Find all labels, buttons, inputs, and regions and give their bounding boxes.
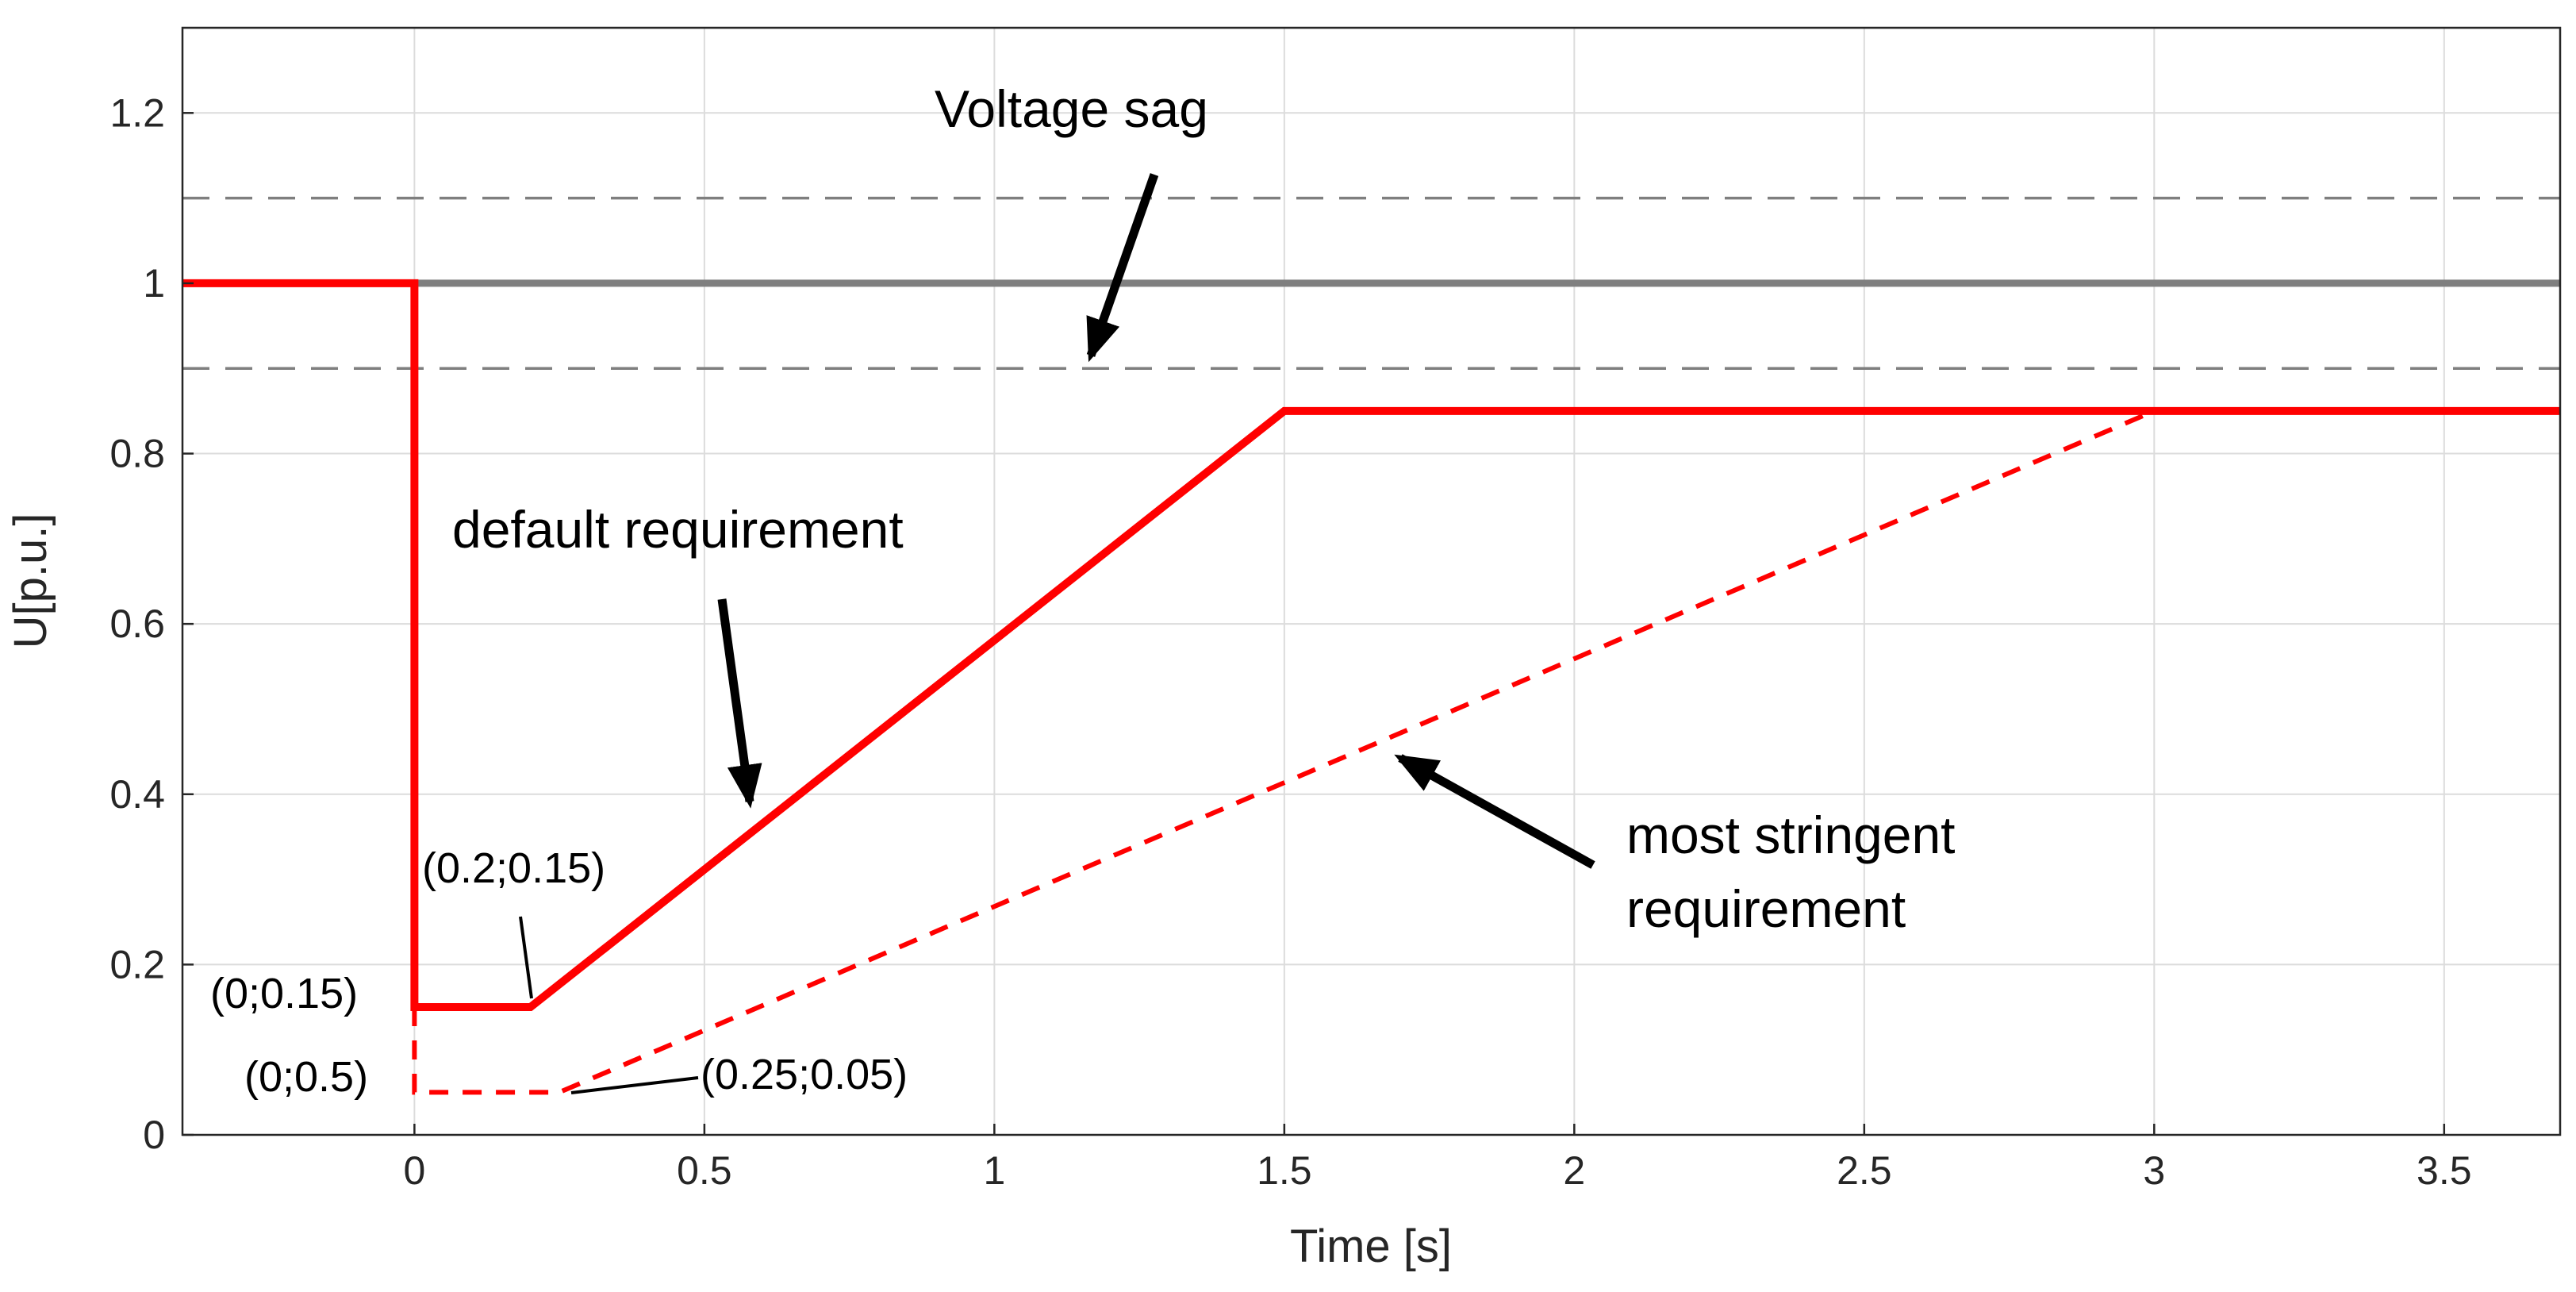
most-stringent-requirement-label-line2: requirement xyxy=(1626,879,1906,938)
x-tick-label: 0 xyxy=(403,1148,425,1193)
point-label-025-005: (0.25;0.05) xyxy=(701,1051,908,1098)
plot-area xyxy=(182,28,2560,1135)
default-requirement-label: default requirement xyxy=(452,500,904,559)
series-lines xyxy=(182,196,2560,1095)
point-label-02-015: (0.2;0.15) xyxy=(422,844,605,892)
point-02-015-leader xyxy=(519,916,533,999)
x-tick-label: 2.5 xyxy=(1837,1148,1892,1193)
x-tick-label: 1.5 xyxy=(1257,1148,1312,1193)
voltage-sag-label: Voltage sag xyxy=(935,79,1208,138)
x-axis-label: Time [s] xyxy=(1290,1221,1452,1272)
y-axis-label: U[p.u.] xyxy=(5,513,56,649)
default-requirement-arrow xyxy=(717,598,762,809)
series-line-default-requirement xyxy=(182,279,2560,1012)
y-tick-label: 1.2 xyxy=(109,90,165,135)
y-tick-label: 0.2 xyxy=(109,942,165,986)
most-stringent-requirement-label-line1: most stringent xyxy=(1626,806,1956,864)
point-label-0-015: (0;0.15) xyxy=(210,970,358,1017)
x-tick-label: 0.5 xyxy=(677,1148,732,1193)
annotation-arrows xyxy=(519,173,1595,1094)
x-tick-label: 3.5 xyxy=(2417,1148,2472,1193)
series-line-most-stringent-requirement xyxy=(412,409,2156,1095)
voltage-sag-arrow xyxy=(1086,173,1159,363)
axes-box xyxy=(181,26,2562,1136)
most-stringent-requirement-arrow xyxy=(1394,754,1595,869)
x-tick-label: 2 xyxy=(1563,1148,1585,1193)
y-tick-label: 1 xyxy=(143,261,165,306)
x-tick-label: 3 xyxy=(2143,1148,2165,1193)
y-tick-label: 0.8 xyxy=(109,432,165,476)
y-tick-label: 0.6 xyxy=(109,602,165,646)
y-tick-label: 0 xyxy=(143,1113,165,1157)
point-label-0-05: (0;0.5) xyxy=(244,1053,368,1101)
point-025-005-leader xyxy=(570,1076,699,1094)
y-tick-label: 0.4 xyxy=(109,772,165,817)
axis-ticks: 0 0.5 1 1.5 2 2.5 3 3.5 0 0.2 0.4 0.6 0.8 1 1.2 xyxy=(109,90,2471,1193)
x-tick-label: 1 xyxy=(983,1148,1005,1193)
